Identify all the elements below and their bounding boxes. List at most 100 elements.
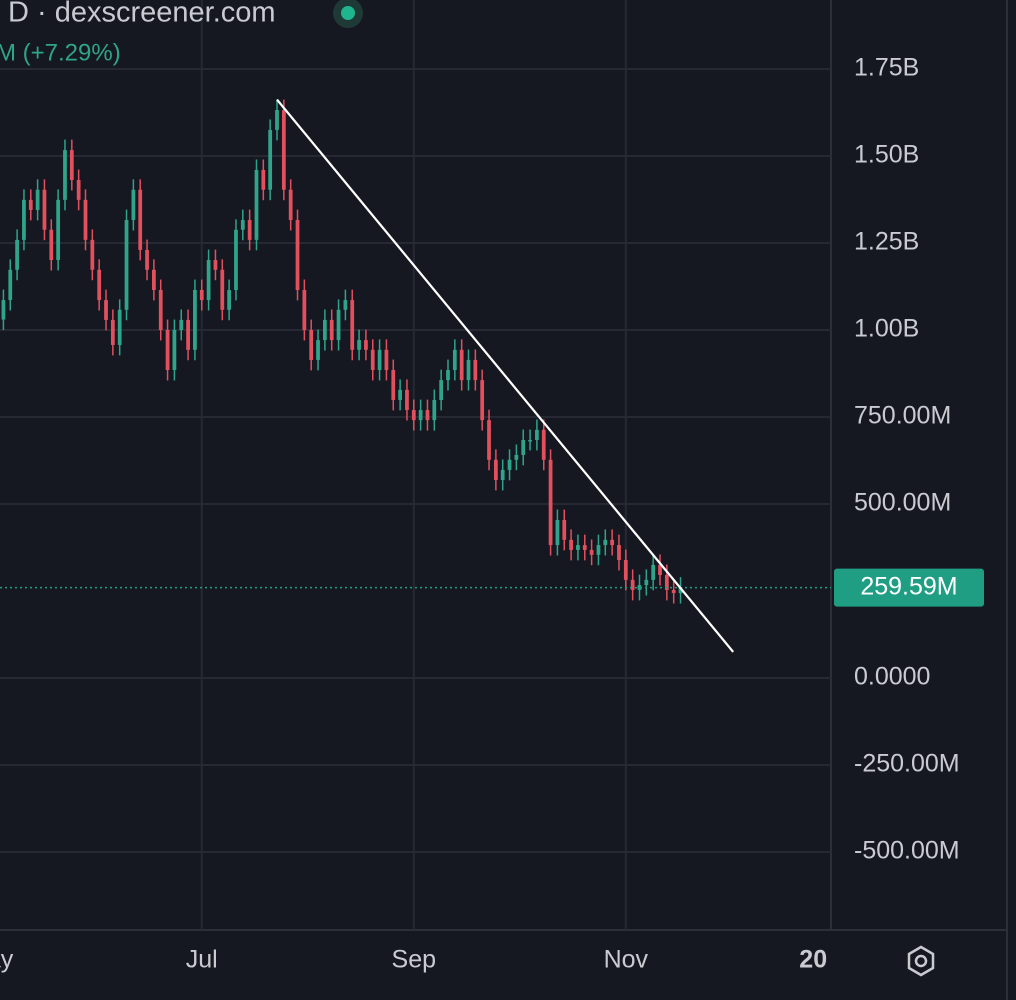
y-tick-label: 1.50B (854, 141, 919, 169)
candle-body (193, 289, 197, 350)
candle-body (15, 239, 19, 270)
candle-body (336, 309, 341, 341)
candle-body (671, 589, 676, 594)
settings-icon[interactable] (907, 945, 935, 977)
candle-body (240, 220, 245, 230)
candle-body (439, 380, 444, 400)
y-tick-label: -500.00M (854, 837, 960, 865)
last-price-badge (834, 568, 984, 607)
candle-body (357, 340, 361, 350)
candle-body (562, 520, 567, 540)
candle-body (384, 349, 389, 371)
x-tick-label: Sep (392, 946, 436, 974)
candle-body (452, 349, 457, 371)
candle-body (268, 129, 273, 190)
candle-body (247, 220, 252, 240)
candle-body (610, 539, 615, 546)
candle-body (316, 340, 320, 360)
candle-body (644, 579, 649, 586)
candle-body (227, 289, 232, 310)
candle-body (145, 249, 149, 270)
candle-body (63, 150, 67, 200)
candle-body (466, 359, 471, 381)
candle-body (8, 269, 13, 301)
candle-body (186, 319, 190, 350)
chart-title: D · dexscreener.com (8, 0, 276, 29)
candle-body (1, 300, 6, 320)
y-tick-label: 1.75B (854, 54, 919, 82)
candle-body (377, 349, 382, 371)
candle-body (418, 410, 423, 421)
candle-body (596, 545, 601, 555)
candle-body (623, 560, 628, 580)
candle-body (22, 199, 26, 240)
candle-body (138, 189, 143, 250)
candle-body (199, 289, 204, 301)
candle-body (459, 349, 464, 381)
settings-hexagon (907, 945, 935, 977)
settings-center (914, 954, 928, 968)
candle-body (343, 300, 348, 310)
candle-body (637, 585, 642, 590)
candle-body (446, 370, 450, 381)
candle-body (152, 269, 156, 290)
candle-body (69, 150, 74, 181)
candle-body (391, 370, 396, 400)
candle-body (275, 110, 279, 130)
candle-body (76, 180, 81, 200)
candle-body (234, 229, 238, 290)
candle-body (124, 220, 129, 310)
candle-body (576, 545, 580, 550)
candle-body (405, 389, 409, 411)
candle-body (261, 169, 266, 190)
candle-body (302, 289, 307, 331)
candle-body (500, 469, 505, 480)
x-tick-label: ay (0, 946, 14, 974)
candle-body (110, 319, 115, 345)
candle-body (370, 349, 375, 371)
candle-body (487, 420, 491, 460)
candle-body (603, 539, 608, 546)
candle-body (42, 189, 47, 230)
candle-body (56, 199, 61, 261)
candle-body (49, 229, 54, 261)
y-tick-label: 1.00B (854, 315, 919, 343)
candle-body (535, 429, 539, 440)
candle-body (213, 260, 218, 270)
candle-body (658, 564, 662, 575)
x-tick-label: Jul (186, 946, 218, 974)
candle-body (165, 330, 170, 371)
candle-body (117, 309, 122, 345)
candle-body (493, 459, 498, 480)
candle-body (131, 189, 136, 221)
candle-body (432, 399, 437, 421)
plot: 1.75B 1.50B 1.25B 1.00B 750.00M 500.00M 0.0000… (0, 0, 960, 974)
candle-body (630, 579, 635, 590)
candle-body (678, 587, 683, 594)
candle-body (90, 239, 95, 270)
candle-body (521, 439, 526, 455)
candle-body (158, 289, 163, 331)
candle-body (83, 199, 88, 240)
candle-body (473, 359, 478, 381)
candle-body (411, 410, 416, 421)
candle-body (582, 545, 587, 550)
candle-body (651, 564, 656, 580)
candle-body (514, 454, 519, 460)
candle-body (528, 439, 532, 442)
candle-body (555, 520, 560, 546)
candle-body (179, 319, 184, 331)
last-price-label: 259.59M (860, 572, 957, 600)
candle-body (295, 220, 300, 290)
candle-body (398, 389, 402, 400)
status-dot (341, 6, 355, 20)
candle-body (28, 199, 33, 210)
candle-body (220, 269, 225, 310)
candle-body (664, 574, 669, 590)
x-tick-label: Nov (604, 946, 649, 974)
candle-body (206, 260, 211, 301)
candle-body (548, 459, 553, 546)
x-tick-label: 20 (799, 946, 827, 974)
